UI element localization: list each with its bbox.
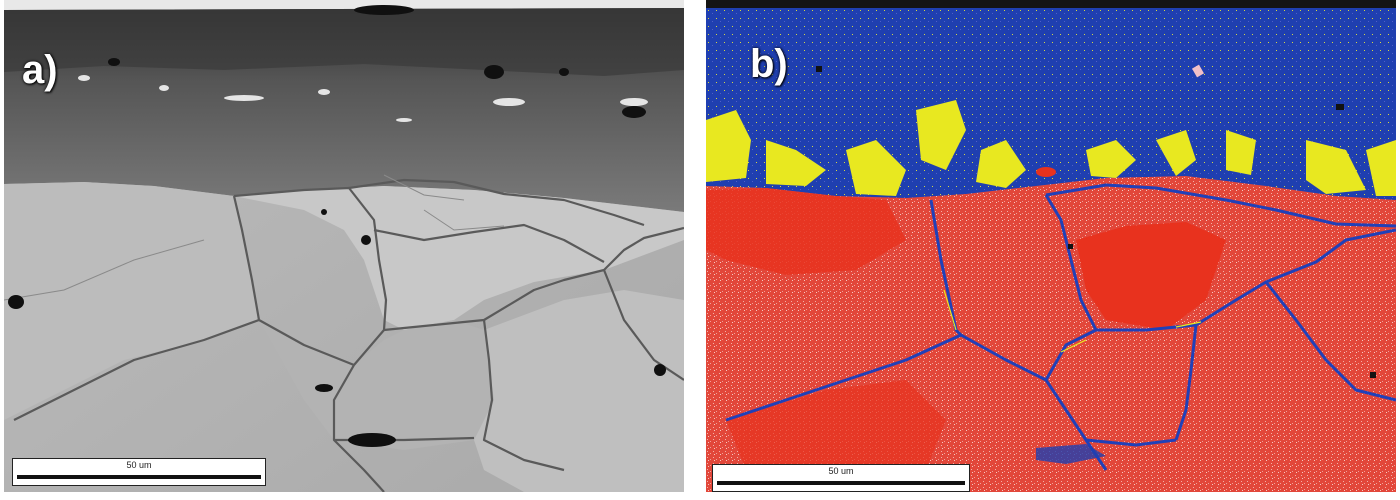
- scale-bar-a-text: 50 um: [126, 460, 152, 470]
- micrograph-panel-a: a) 50 um: [4, 0, 684, 492]
- panel-a-label: a): [22, 48, 58, 92]
- scale-bar-b: 50 um: [712, 464, 970, 492]
- panel-b-label: b): [750, 42, 788, 86]
- phase-map-image-b: [706, 0, 1396, 492]
- scale-bar-a-line: [17, 475, 261, 479]
- scale-bar-b-line: [717, 481, 965, 485]
- scale-bar-b-text: 50 um: [828, 466, 854, 476]
- micrograph-image-a: [4, 0, 684, 492]
- phase-map-panel-b: b) 50 um: [706, 0, 1396, 492]
- scale-bar-a: 50 um: [12, 458, 266, 486]
